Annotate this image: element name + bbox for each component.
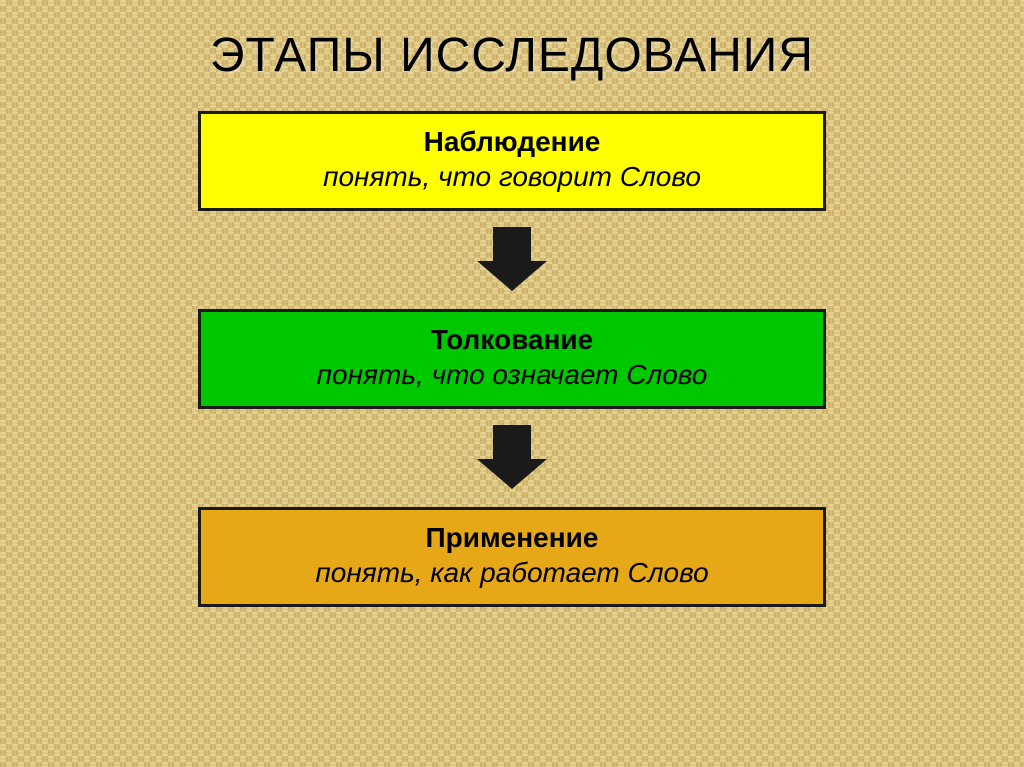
- stage-2-heading: Толкование: [213, 322, 811, 357]
- stage-box-3: Применение понять, как работает Слово: [198, 507, 826, 607]
- stage-2-subtitle: понять, что означает Слово: [213, 357, 811, 392]
- stage-1-heading: Наблюдение: [213, 124, 811, 159]
- slide-title: ЭТАПЫ ИССЛЕДОВАНИЯ: [210, 28, 814, 83]
- arrow-2: [477, 425, 547, 489]
- stage-1-subtitle: понять, что говорит Слово: [213, 159, 811, 194]
- arrow-1: [477, 227, 547, 291]
- slide: ЭТАПЫ ИССЛЕДОВАНИЯ Наблюдение понять, чт…: [0, 0, 1024, 767]
- stage-3-subtitle: понять, как работает Слово: [213, 555, 811, 590]
- stage-3-heading: Применение: [213, 520, 811, 555]
- stage-box-1: Наблюдение понять, что говорит Слово: [198, 111, 826, 211]
- stage-box-2: Толкование понять, что означает Слово: [198, 309, 826, 409]
